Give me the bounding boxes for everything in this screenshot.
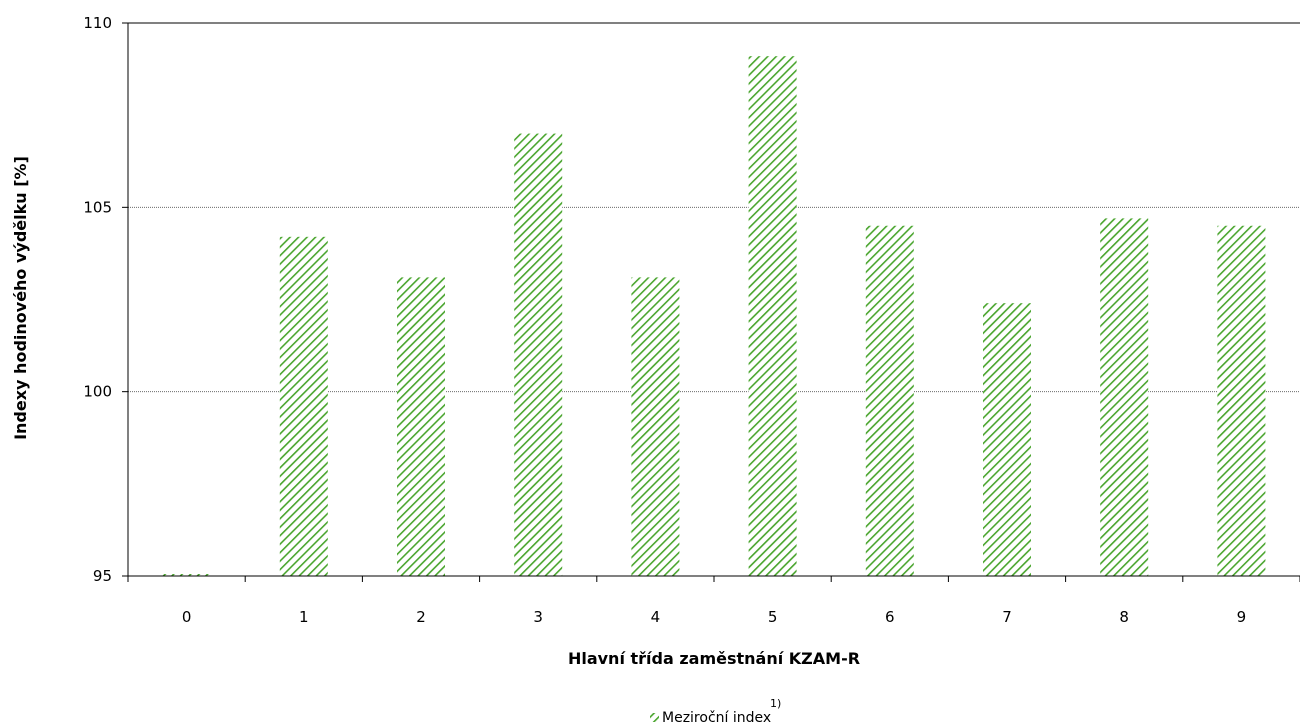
- y-tick-label: 110: [83, 14, 112, 32]
- x-tick-label: 9: [1237, 608, 1247, 626]
- bar-7: [983, 303, 1031, 576]
- y-axis-title: Indexy hodinového výdělku [%]: [11, 156, 30, 440]
- y-tick-label: 100: [83, 383, 112, 401]
- x-tick-label: 8: [1119, 608, 1129, 626]
- x-tick-label: 1: [299, 608, 309, 626]
- bar-2: [397, 277, 445, 576]
- axes: [122, 22, 1300, 582]
- bar-6: [865, 225, 914, 576]
- tick-labels: 95 100 105 110 0 1 2 3 4 5 6 7 8 9: [83, 14, 1246, 626]
- bar-9: [1217, 225, 1266, 576]
- y-tick-label: 105: [83, 198, 112, 216]
- bar-0: [162, 574, 211, 576]
- x-tick-label: 7: [1002, 608, 1012, 626]
- y-tick-label: 95: [93, 567, 112, 585]
- bar-3: [514, 133, 563, 576]
- bars: [162, 56, 1266, 577]
- bar-5: [748, 56, 797, 577]
- legend-footnote: 1): [770, 697, 781, 710]
- bar-4: [631, 277, 680, 576]
- x-tick-label: 0: [182, 608, 192, 626]
- legend: Meziroční index 1): [650, 697, 781, 726]
- bar-1: [279, 236, 328, 576]
- x-tick-label: 4: [651, 608, 661, 626]
- x-tick-label: 6: [885, 608, 895, 626]
- legend-swatch: [650, 713, 659, 722]
- x-tick-label: 3: [533, 608, 543, 626]
- bar-8: [1100, 218, 1149, 577]
- x-axis-title: Hlavní třída zaměstnání KZAM-R: [568, 649, 860, 668]
- x-tick-label: 5: [768, 608, 778, 626]
- x-tick-label: 2: [416, 608, 426, 626]
- legend-label: Meziroční index: [662, 710, 771, 726]
